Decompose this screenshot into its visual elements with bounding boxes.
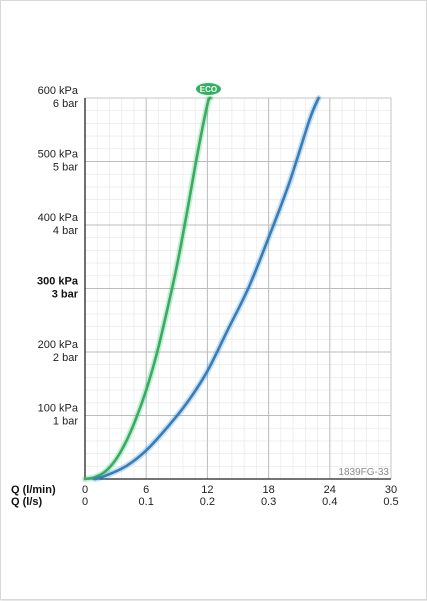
x-tick-label-primary: 0 bbox=[82, 484, 88, 496]
chart-code-label: 1839FG-33 bbox=[338, 467, 389, 478]
x-tick-label-primary: 6 bbox=[143, 484, 149, 496]
y-tick-label-bar: 1 bar bbox=[53, 416, 78, 428]
standard-series-line bbox=[93, 96, 320, 481]
y-tick-label-kpa: 600 kPa bbox=[38, 85, 79, 97]
eco-badge-label: ECO bbox=[200, 85, 217, 94]
x-tick-label-primary: 18 bbox=[262, 484, 274, 496]
x-tick-label-secondary: 0.5 bbox=[383, 496, 398, 508]
y-tick-label-bar: 3 bar bbox=[52, 289, 79, 301]
x-tick-label-secondary: 0.3 bbox=[261, 496, 276, 508]
x-tick-label-secondary: 0.2 bbox=[200, 496, 215, 508]
y-tick-label-kpa: 500 kPa bbox=[38, 149, 79, 161]
x-tick-label-secondary: 0 bbox=[82, 496, 88, 508]
x-tick-label-secondary: 0.4 bbox=[322, 496, 337, 508]
y-tick-label-bar: 2 bar bbox=[53, 352, 78, 364]
y-tick-label-kpa: 400 kPa bbox=[38, 212, 79, 224]
y-tick-label-kpa: 200 kPa bbox=[38, 339, 79, 351]
x-tick-label-secondary: 0.1 bbox=[139, 496, 154, 508]
x-tick-label-primary: 30 bbox=[385, 484, 397, 496]
eco-badge bbox=[194, 82, 222, 96]
y-tick-label-kpa: 100 kPa bbox=[38, 403, 79, 415]
x-tick-label-primary: 24 bbox=[324, 484, 336, 496]
y-tick-label-bar: 6 bar bbox=[53, 98, 78, 110]
x-tick-label-primary: 12 bbox=[201, 484, 213, 496]
x-axis-label-primary: Q (l/min) bbox=[11, 484, 56, 496]
y-tick-label-bar: 5 bar bbox=[53, 162, 78, 174]
y-tick-label-kpa: 300 kPa bbox=[37, 276, 79, 288]
y-tick-label-bar: 4 bar bbox=[53, 225, 78, 237]
x-axis-label-secondary: Q (l/s) bbox=[11, 496, 43, 508]
eco-series-line bbox=[83, 96, 212, 481]
